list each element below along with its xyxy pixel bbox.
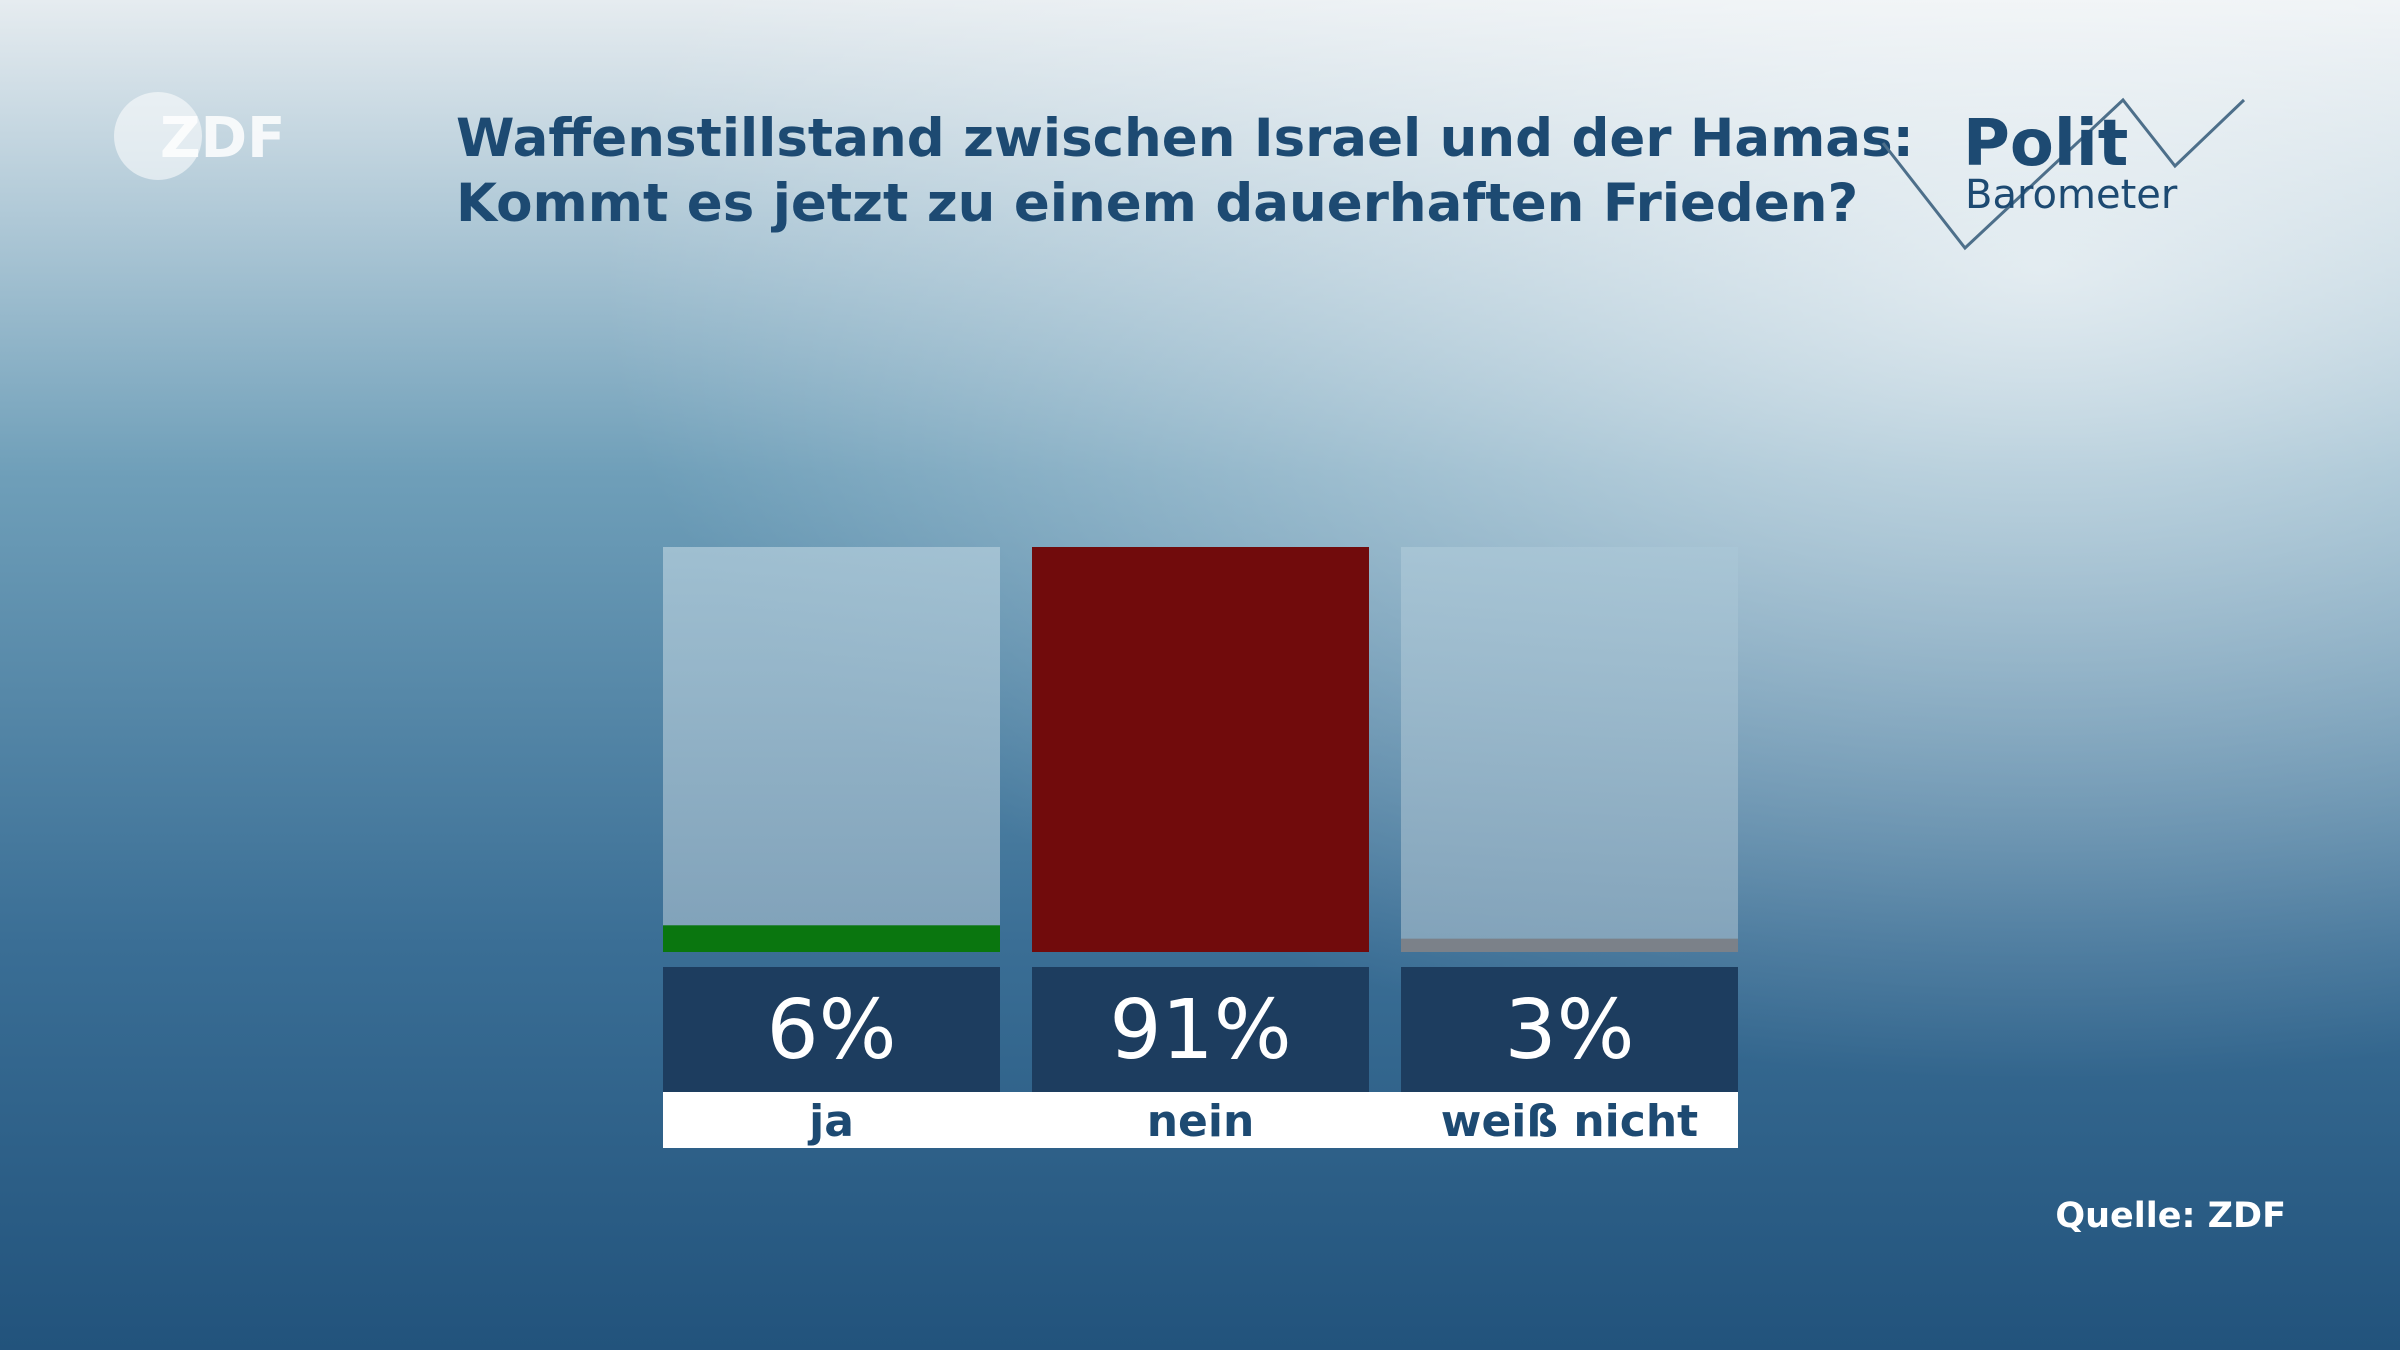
value-label: 3%: [1504, 983, 1634, 1078]
bar-track: [1401, 547, 1738, 952]
value-label: 91%: [1109, 983, 1291, 1078]
chart-title: Waffenstillstand zwischen Israel und der…: [456, 108, 1914, 169]
bar: [1401, 938, 1738, 952]
value-box: [663, 967, 1000, 1092]
bar: [1032, 547, 1369, 952]
brand: Polit: [1963, 107, 2128, 181]
logo-circle: [114, 92, 202, 180]
brand: Barometer: [1965, 172, 2178, 218]
category-label: ja: [807, 1096, 854, 1147]
value-box: [1032, 967, 1369, 1092]
logo: ZDF: [160, 106, 285, 171]
source: Quelle: ZDF: [2055, 1196, 2286, 1236]
value-box: [1401, 967, 1738, 1092]
category-label: weiß nicht: [1441, 1096, 1698, 1147]
brand-zigzag: [1881, 97, 2246, 251]
category-box: [1032, 1092, 1401, 1148]
bar: [663, 925, 1000, 952]
chart-title: Kommt es jetzt zu einem dauerhaften Frie…: [456, 173, 1858, 234]
bar-track: [663, 547, 1000, 952]
category-label: nein: [1147, 1096, 1255, 1147]
value-label: 6%: [766, 983, 896, 1078]
category-box: [663, 1092, 1032, 1148]
category-box: [1401, 1092, 1738, 1148]
